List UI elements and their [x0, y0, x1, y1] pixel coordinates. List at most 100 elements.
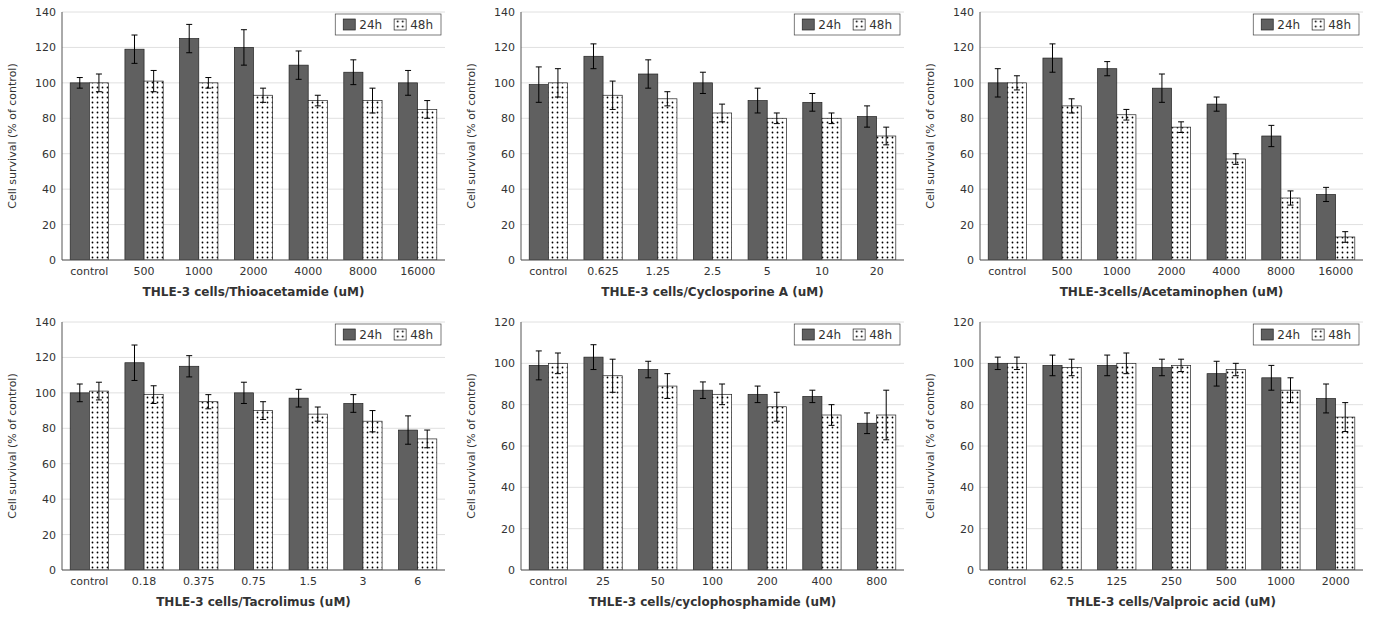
error-bar: [995, 69, 1001, 97]
error-bar: [1123, 109, 1129, 120]
subplot: 020406080100120control62.512525050010002…: [924, 316, 1363, 609]
error-bar: [1288, 191, 1294, 205]
x-axis-label: THLE-3cells/Acetaminophen (uM): [1060, 285, 1284, 299]
y-axis-label: Cell survival (% of control): [465, 373, 478, 518]
error-bar: [405, 70, 411, 95]
bar: [398, 430, 417, 570]
y-tick-label: 120: [35, 351, 56, 364]
y-tick-label: 100: [953, 357, 974, 370]
error-bar: [77, 384, 83, 402]
y-tick-label: 80: [960, 112, 974, 125]
error-bar: [1178, 359, 1184, 371]
bar: [822, 118, 841, 260]
y-tick-label: 140: [35, 316, 56, 329]
x-axis-label: THLE-3 cells/Thioacetamide (uM): [143, 285, 365, 299]
bar: [144, 395, 163, 570]
y-axis-line: [62, 12, 63, 260]
legend-swatch: [394, 329, 406, 340]
grid-line: [980, 82, 1363, 83]
bar: [199, 402, 218, 570]
x-tick-label: 5: [764, 265, 771, 278]
error-bar: [1123, 353, 1129, 374]
bar: [822, 415, 841, 570]
x-tick-label: 3: [359, 575, 366, 588]
y-axis-label: Cell survival (% of control): [924, 373, 937, 518]
error-bar: [774, 392, 780, 421]
legend: 24h48h: [1253, 14, 1359, 35]
error-bar: [864, 106, 870, 127]
grid-line: [980, 570, 1363, 571]
x-tick-label: 250: [1161, 575, 1182, 588]
y-tick-label: 80: [960, 399, 974, 412]
bar: [1262, 378, 1281, 570]
legend-label: 48h: [410, 18, 433, 32]
y-tick-label: 20: [960, 219, 974, 232]
error-bar: [590, 44, 596, 69]
error-bar: [719, 384, 725, 405]
bar: [89, 83, 108, 260]
error-bar: [883, 390, 889, 440]
bar: [144, 81, 163, 260]
x-axis-line: [521, 260, 904, 261]
y-tick-label: 40: [501, 481, 515, 494]
y-tick-label: 60: [501, 148, 515, 161]
y-tick-label: 0: [967, 564, 974, 577]
y-axis-line: [980, 12, 981, 260]
x-tick-label: 50: [651, 575, 665, 588]
bar: [89, 391, 108, 570]
bar: [693, 83, 712, 260]
error-bar: [315, 407, 321, 421]
bar: [180, 39, 199, 260]
error-bar: [645, 60, 651, 88]
legend-frame: [1253, 324, 1359, 345]
chart-root: 020406080100120140control500100020004000…: [0, 0, 1377, 620]
y-tick-label: 0: [508, 564, 515, 577]
bar: [639, 370, 658, 570]
bar: [1207, 104, 1226, 260]
bar: [693, 390, 712, 570]
error-bar: [241, 30, 247, 65]
x-tick-label: 16000: [400, 265, 435, 278]
error-bar: [151, 386, 157, 404]
error-bar: [536, 67, 542, 102]
legend-label: 24h: [359, 18, 382, 32]
x-tick-label: 25: [596, 575, 610, 588]
y-tick-label: 40: [501, 183, 515, 196]
grid-line: [62, 570, 445, 571]
error-bar: [809, 390, 815, 402]
error-bar: [700, 72, 706, 93]
error-bar: [555, 69, 561, 97]
y-tick-label: 60: [960, 440, 974, 453]
x-axis-line: [62, 260, 445, 261]
error-bar: [296, 389, 302, 407]
error-bar: [96, 74, 102, 92]
legend-swatch: [853, 19, 865, 30]
error-bar: [1268, 365, 1274, 390]
bar: [1098, 69, 1117, 260]
marks: [70, 345, 437, 570]
x-axis-line: [521, 570, 904, 571]
bar: [1172, 365, 1191, 570]
y-tick-label: 120: [35, 41, 56, 54]
legend-swatch: [853, 329, 865, 340]
bar: [1117, 115, 1136, 260]
error-bar: [205, 78, 211, 89]
y-tick-label: 120: [494, 41, 515, 54]
legend-label: 24h: [359, 328, 382, 342]
bar: [398, 83, 417, 260]
bar: [748, 101, 767, 260]
y-tick-label: 60: [42, 458, 56, 471]
marks: [70, 24, 437, 260]
bar: [1062, 367, 1081, 570]
y-axis-line: [62, 322, 63, 570]
x-tick-label: 0.18: [132, 575, 157, 588]
bar: [308, 101, 327, 260]
y-tick-label: 60: [42, 148, 56, 161]
error-bar: [370, 88, 376, 113]
bar: [1226, 370, 1245, 570]
error-bar: [205, 395, 211, 409]
grid-line: [521, 47, 904, 48]
legend-label: 48h: [869, 328, 892, 342]
grid-line: [980, 322, 1363, 323]
bar: [988, 83, 1007, 260]
